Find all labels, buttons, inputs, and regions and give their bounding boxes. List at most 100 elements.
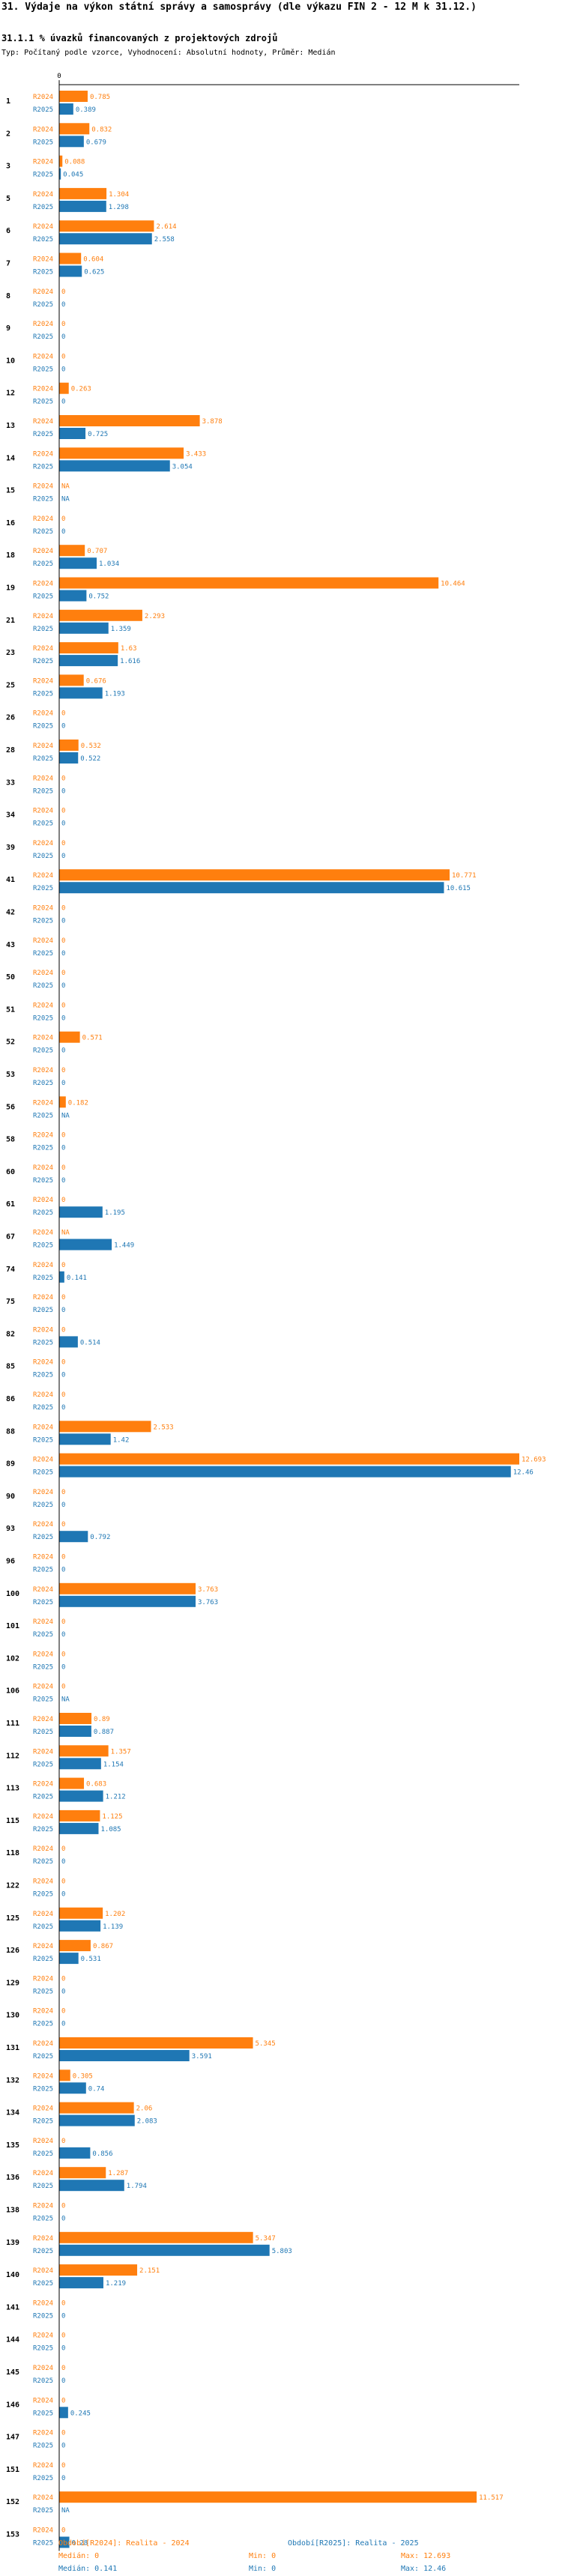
series-label-r2024: R2024 (33, 1878, 53, 1886)
series-label-r2024: R2024 (33, 1230, 53, 1237)
data-label-r2024: 0.707 (87, 548, 107, 555)
data-label-r2024: 2.614 (156, 223, 176, 231)
data-label-r2024: 0.785 (90, 94, 110, 101)
series-label-r2025: R2025 (33, 2150, 53, 2158)
bar-r2024 (59, 1096, 66, 1108)
category-label: 28 (6, 746, 15, 755)
category-label: 19 (6, 584, 15, 593)
series-label-r2024: R2024 (33, 1035, 53, 1042)
series-label-r2025: R2025 (33, 593, 53, 601)
series-label-r2025: R2025 (33, 1015, 53, 1022)
series-label-r2025: R2025 (33, 1502, 53, 1509)
data-label-r2024: 10.771 (452, 872, 477, 880)
data-label-r2025: 5.803 (272, 2248, 292, 2255)
bar-r2024 (59, 1421, 151, 1433)
series-label-r2024: R2024 (33, 1911, 53, 1918)
series-label-r2025: R2025 (33, 1177, 53, 1185)
bar-r2025 (59, 1595, 196, 1607)
series-label-r2024: R2024 (33, 710, 53, 718)
data-label-r2025: 0 (61, 333, 65, 341)
data-label-r2025: 1.139 (103, 1923, 123, 1931)
data-label-r2024: 0 (61, 2300, 65, 2307)
data-label-r2024: 1.304 (109, 191, 129, 199)
series-label-r2024: R2024 (33, 2430, 53, 2437)
series-label-r2024: R2024 (33, 1326, 53, 1334)
series-label-r2025: R2025 (33, 1307, 53, 1314)
bar-r2025 (59, 168, 61, 180)
series-label-r2025: R2025 (33, 1145, 53, 1152)
category-label: 86 (6, 1395, 15, 1403)
data-label-r2024: 11.517 (479, 2494, 504, 2502)
series-label-r2024: R2024 (33, 1781, 53, 1789)
data-label-r2025: 0 (61, 2475, 65, 2482)
series-label-r2025: R2025 (33, 1047, 53, 1055)
bar-r2025 (59, 655, 118, 667)
data-label-r2024: 3.878 (202, 418, 223, 426)
series-label-r2024: R2024 (33, 1164, 53, 1172)
series-label-r2025: R2025 (33, 1436, 53, 1444)
category-label: 144 (6, 2336, 19, 2344)
data-label-r2025: 12.46 (513, 1469, 534, 1477)
series-label-r2024: R2024 (33, 970, 53, 977)
data-label-r2024: 0.182 (68, 1099, 88, 1107)
category-label: 131 (6, 2044, 19, 2052)
data-label-r2025: 0 (61, 399, 65, 406)
category-label: 41 (6, 876, 15, 884)
bar-r2025 (59, 687, 103, 699)
bar-r2024 (59, 609, 142, 621)
category-label: 125 (6, 1914, 19, 1923)
category-label: 39 (6, 844, 15, 852)
category-label: 90 (6, 1493, 15, 1501)
series-label-r2024: R2024 (33, 581, 53, 588)
legend-r2024-max: Max: 12.693 (401, 2552, 451, 2560)
category-label: 61 (6, 1200, 15, 1209)
category-label: 1 (6, 97, 10, 106)
series-label-r2025: R2025 (33, 496, 53, 504)
chart-description: Typ: Počítaný podle vzorce, Vyhodnocení:… (1, 49, 336, 57)
data-label-r2024: 0 (61, 353, 65, 360)
data-label-r2024: 0 (61, 2138, 65, 2145)
data-label-r2025: 0.679 (86, 139, 106, 146)
data-label-r2025: 0 (61, 853, 65, 860)
series-label-r2024: R2024 (33, 2008, 53, 2016)
legend-r2025-median: Medián: 0.141 (58, 2565, 118, 2573)
data-label-r2025: NA (61, 496, 70, 504)
bar-r2025 (59, 1920, 101, 1932)
series-label-r2024: R2024 (33, 2138, 53, 2145)
series-label-r2024: R2024 (33, 1554, 53, 1561)
category-label: 135 (6, 2141, 19, 2150)
bar-r2025 (59, 1822, 99, 1834)
data-label-r2024: 0 (61, 1262, 65, 1269)
data-label-r2024: 0 (61, 840, 65, 847)
bar-r2024 (59, 674, 84, 686)
category-label: 6 (6, 227, 10, 235)
series-label-r2025: R2025 (33, 333, 53, 341)
series-label-r2024: R2024 (33, 353, 53, 360)
series-label-r2024: R2024 (33, 418, 53, 426)
series-label-r2025: R2025 (33, 1469, 53, 1477)
series-label-r2024: R2024 (33, 775, 53, 782)
series-label-r2024: R2024 (33, 2203, 53, 2210)
data-label-r2025: 0 (61, 1145, 65, 1152)
data-label-r2025: 0 (61, 1372, 65, 1379)
data-label-r2024: 3.433 (186, 450, 206, 458)
series-label-r2024: R2024 (33, 905, 53, 913)
category-label: 60 (6, 1168, 15, 1176)
category-label: 3 (6, 163, 10, 171)
data-label-r2024: 2.151 (139, 2267, 160, 2275)
series-label-r2025: R2025 (33, 1858, 53, 1866)
data-label-r2024: 0.305 (73, 2072, 93, 2080)
category-label: 7 (6, 260, 10, 268)
data-label-r2024: 0.571 (82, 1035, 103, 1042)
series-label-r2024: R2024 (33, 126, 53, 133)
category-label: 106 (6, 1687, 19, 1696)
data-label-r2025: 1.616 (120, 658, 140, 665)
category-label: 53 (6, 1071, 15, 1079)
series-label-r2025: R2025 (33, 399, 53, 406)
bar-r2025 (59, 1726, 91, 1737)
data-label-r2025: 0.514 (80, 1339, 100, 1346)
data-label-r2024: 0 (61, 1067, 65, 1074)
category-label: 8 (6, 292, 10, 300)
bar-r2024 (59, 2037, 253, 2049)
series-label-r2024: R2024 (33, 2527, 53, 2535)
